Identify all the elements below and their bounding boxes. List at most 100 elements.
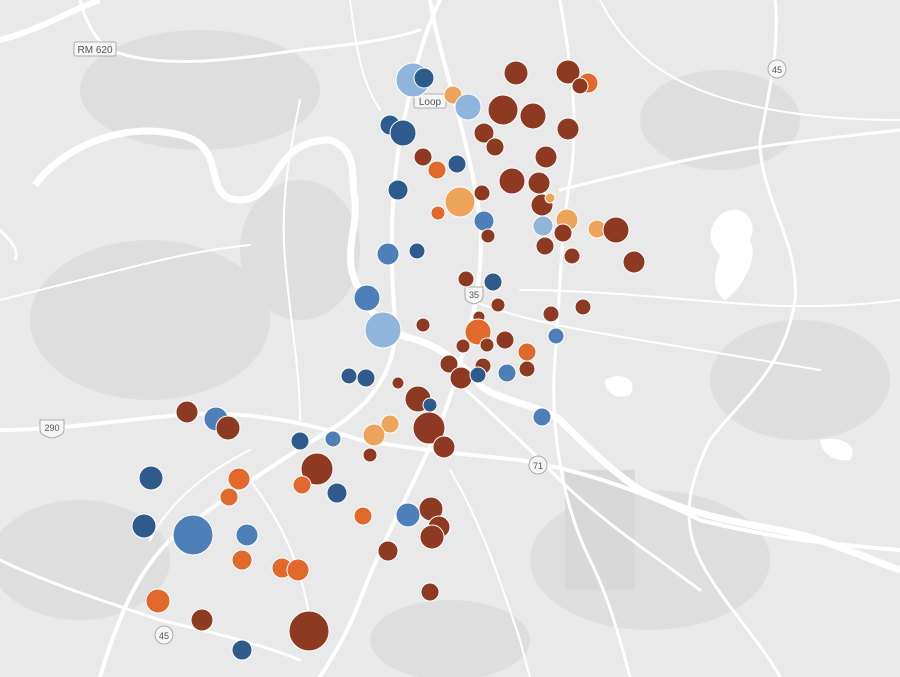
- location-bubble[interactable]: [487, 94, 519, 126]
- us290-label: 290: [44, 423, 59, 433]
- location-bubble[interactable]: [219, 487, 239, 507]
- location-bubble[interactable]: [602, 216, 630, 244]
- location-bubble[interactable]: [497, 363, 517, 383]
- location-bubble[interactable]: [395, 502, 421, 528]
- location-bubble[interactable]: [420, 582, 440, 602]
- sh45-south-shield: 45: [154, 625, 174, 645]
- location-bubble[interactable]: [413, 67, 435, 89]
- location-bubble[interactable]: [534, 145, 558, 169]
- location-bubble[interactable]: [145, 588, 171, 614]
- location-bubble[interactable]: [427, 160, 447, 180]
- sh45-north-shield: 45: [767, 59, 787, 79]
- location-bubble[interactable]: [172, 514, 214, 556]
- location-bubble[interactable]: [288, 610, 330, 652]
- location-bubble[interactable]: [432, 435, 456, 459]
- sh45-north-label: 45: [772, 65, 782, 75]
- location-bubble[interactable]: [439, 354, 459, 374]
- location-bubble[interactable]: [300, 452, 334, 486]
- location-bubble[interactable]: [430, 205, 446, 221]
- location-bubble[interactable]: [571, 77, 589, 95]
- location-bubble[interactable]: [490, 297, 506, 313]
- location-bubble[interactable]: [138, 465, 164, 491]
- location-bubble[interactable]: [574, 298, 592, 316]
- location-bubble[interactable]: [364, 311, 402, 349]
- location-bubble[interactable]: [391, 376, 405, 390]
- loop-label: Loop: [419, 97, 442, 108]
- location-bubble[interactable]: [495, 330, 515, 350]
- location-bubble[interactable]: [387, 179, 409, 201]
- sh71-label: 71: [533, 461, 543, 471]
- location-bubble[interactable]: [380, 414, 400, 434]
- location-bubble[interactable]: [389, 119, 417, 147]
- location-bubble[interactable]: [542, 305, 560, 323]
- location-bubble[interactable]: [292, 475, 312, 495]
- location-bubble[interactable]: [290, 431, 310, 451]
- location-bubble[interactable]: [413, 147, 433, 167]
- location-bubble[interactable]: [377, 540, 399, 562]
- location-bubble[interactable]: [235, 523, 259, 547]
- location-bubble[interactable]: [324, 430, 342, 448]
- location-bubble[interactable]: [485, 137, 505, 157]
- location-bubble[interactable]: [340, 367, 358, 385]
- i35-label: 35: [469, 290, 479, 300]
- location-bubble[interactable]: [326, 482, 348, 504]
- location-bubbles: [131, 59, 646, 661]
- location-bubble[interactable]: [362, 447, 378, 463]
- location-bubble[interactable]: [422, 397, 438, 413]
- location-bubble[interactable]: [555, 59, 581, 85]
- location-bubble[interactable]: [556, 117, 580, 141]
- location-bubble[interactable]: [469, 366, 487, 384]
- rm620-label: RM 620: [77, 45, 112, 56]
- location-bubble[interactable]: [131, 513, 157, 539]
- location-bubble[interactable]: [457, 270, 475, 288]
- location-bubble[interactable]: [622, 250, 646, 274]
- location-bubble[interactable]: [519, 102, 547, 130]
- location-bubble[interactable]: [473, 210, 495, 232]
- location-bubble[interactable]: [455, 338, 471, 354]
- location-bubble[interactable]: [498, 167, 526, 195]
- location-bubble[interactable]: [175, 400, 199, 424]
- i35-shield: 35: [464, 286, 484, 305]
- location-bubble[interactable]: [563, 247, 581, 265]
- location-bubble[interactable]: [415, 317, 431, 333]
- location-bubble[interactable]: [412, 411, 446, 445]
- location-bubble[interactable]: [376, 242, 400, 266]
- location-bubble[interactable]: [454, 93, 482, 121]
- location-bubble[interactable]: [544, 192, 556, 204]
- location-bubble[interactable]: [353, 284, 381, 312]
- location-bubble[interactable]: [480, 228, 496, 244]
- location-bubble[interactable]: [527, 171, 551, 195]
- location-bubble[interactable]: [479, 337, 495, 353]
- location-bubble[interactable]: [231, 639, 253, 661]
- pond: [605, 375, 633, 397]
- walter-long-lake: [710, 209, 753, 300]
- location-bubble[interactable]: [449, 366, 473, 390]
- location-bubble[interactable]: [231, 549, 253, 571]
- location-bubble[interactable]: [447, 154, 467, 174]
- location-bubble[interactable]: [532, 407, 552, 427]
- location-bubble[interactable]: [483, 272, 503, 292]
- location-bubble[interactable]: [408, 242, 426, 260]
- location-bubble[interactable]: [227, 467, 251, 491]
- location-bubble[interactable]: [356, 368, 376, 388]
- location-bubble[interactable]: [553, 223, 573, 243]
- location-bubble[interactable]: [473, 122, 495, 144]
- location-bubble[interactable]: [286, 558, 310, 582]
- location-bubble[interactable]: [419, 524, 445, 550]
- location-bubble[interactable]: [503, 60, 529, 86]
- location-bubble[interactable]: [535, 236, 555, 256]
- location-bubble[interactable]: [444, 186, 476, 218]
- location-bubble[interactable]: [532, 215, 554, 237]
- location-bubble[interactable]: [353, 506, 373, 526]
- location-bubble[interactable]: [362, 423, 386, 447]
- location-bubble[interactable]: [473, 184, 491, 202]
- location-bubble[interactable]: [547, 327, 565, 345]
- location-bubble[interactable]: [215, 415, 241, 441]
- location-bubble[interactable]: [190, 608, 214, 632]
- pond: [820, 438, 853, 461]
- road-shields: RM 620 Loop 35 45 290 71 45: [39, 41, 787, 645]
- location-bubble[interactable]: [518, 360, 536, 378]
- location-bubble[interactable]: [517, 342, 537, 362]
